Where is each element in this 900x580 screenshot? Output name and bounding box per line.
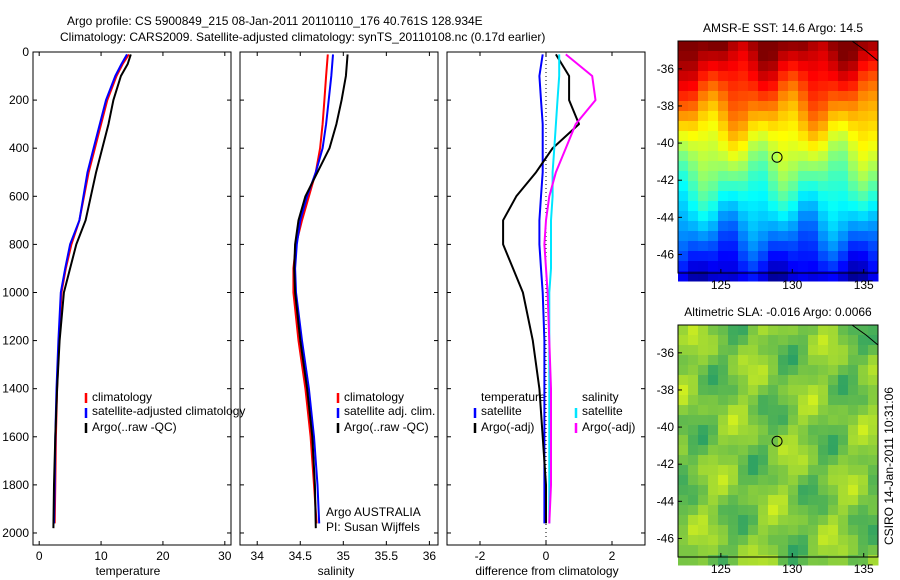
y-tick-label: -38 <box>657 383 675 397</box>
salinity-panel: salinity climatology satellite adj. clim… <box>239 51 439 578</box>
legend-label-argo: Argo(..raw -QC) <box>344 420 429 434</box>
legend-label-salinity-satellite: satellite <box>582 404 623 418</box>
x-tick-label: 34 <box>251 549 265 563</box>
series-line <box>538 54 546 524</box>
map-color-field <box>678 41 879 282</box>
series-line <box>543 53 597 524</box>
plot-frame <box>32 51 232 546</box>
float-location-marker <box>771 151 783 163</box>
series-line <box>292 54 329 524</box>
x-tick-label: 125 <box>711 562 731 576</box>
legend-label-temperature-argo: Argo(-adj) <box>481 420 534 434</box>
temperature-xlabel: temperature <box>96 564 161 578</box>
coastline <box>851 40 879 62</box>
y-tick-label: 1600 <box>2 430 29 444</box>
map-frame <box>677 40 879 274</box>
y-tick-label: 800 <box>9 237 29 251</box>
sst-map-title: AMSR-E SST: 14.6 Argo: 14.5 <box>703 21 863 35</box>
y-tick-label: 400 <box>9 141 29 155</box>
x-tick-label: 20 <box>156 549 170 563</box>
x-tick-label: 125 <box>711 278 731 292</box>
y-tick-label: -36 <box>657 62 675 76</box>
y-tick-label: 2000 <box>2 526 29 540</box>
y-tick-label: 1800 <box>2 478 29 492</box>
map-frame <box>677 324 879 558</box>
series-line <box>548 54 561 524</box>
legend-label-argo: Argo(..raw -QC) <box>92 420 177 434</box>
difference-panel: difference from climatology temperature … <box>446 51 646 578</box>
legend-label-satellite-adjusted: satellite-adjusted climatology <box>92 404 245 418</box>
legend-header-salinity: salinity <box>582 390 619 404</box>
y-tick-label: 1000 <box>2 285 29 299</box>
map-color-field <box>678 325 879 566</box>
y-tick-label: -46 <box>657 531 675 545</box>
x-tick-label: 10 <box>94 549 108 563</box>
y-tick-label: 600 <box>9 189 29 203</box>
legend-header-temperature: temperature <box>481 390 546 404</box>
sla-map-panel: Altimetric SLA: -0.016 Argo: 0.0066 125 1… <box>657 305 879 576</box>
header-line-2: Climatology: CARS2009. Satellite-adjuste… <box>60 30 545 44</box>
x-tick-label: 135 <box>854 278 874 292</box>
difference-xlabel: difference from climatology <box>475 564 618 578</box>
sst-map-panel: AMSR-E SST: 14.6 Argo: 14.5 125 130 135 -36… <box>657 21 879 292</box>
y-tick-label: -40 <box>657 420 675 434</box>
legend-label-temperature-satellite: satellite <box>481 404 522 418</box>
x-tick-label: 35 <box>337 549 351 563</box>
annotation-pi: PI: Susan Wijffels <box>326 520 420 534</box>
salinity-xlabel: salinity <box>318 564 355 578</box>
x-tick-label: 34.5 <box>289 549 313 563</box>
y-tick-label: -44 <box>657 494 675 508</box>
y-tick-label: -38 <box>657 99 675 113</box>
x-tick-label: 130 <box>782 562 802 576</box>
y-tick-label: -36 <box>657 346 675 360</box>
legend-label-satellite-adjusted: satellite adj. clim. <box>344 404 435 418</box>
annotation-argo-australia: Argo AUSTRALIA <box>326 505 421 519</box>
y-tick-label: 1200 <box>2 334 29 348</box>
y-tick-label: 1400 <box>2 382 29 396</box>
x-tick-label: 130 <box>782 278 802 292</box>
legend-label-climatology: climatology <box>92 390 152 404</box>
temperature-panel: temperature climatology satellite-adjust… <box>2 45 245 578</box>
series-line <box>294 54 334 524</box>
x-tick-label: 35.5 <box>375 549 399 563</box>
series-line <box>502 53 580 524</box>
float-location-marker <box>771 435 783 447</box>
coastline <box>851 324 879 346</box>
sla-map-title: Altimetric SLA: -0.016 Argo: 0.0066 <box>684 305 872 319</box>
y-tick-label: -44 <box>657 210 675 224</box>
y-tick-label: -42 <box>657 457 675 471</box>
legend-label-salinity-argo: Argo(-adj) <box>582 420 635 434</box>
x-tick-label: 2 <box>609 549 616 563</box>
x-tick-label: 30 <box>218 549 232 563</box>
timestamp-side-label: CSIRO 14-Jan-2011 10:31:06 <box>882 387 896 545</box>
series-line <box>52 54 132 529</box>
x-tick-label: -2 <box>475 549 486 563</box>
x-tick-label: 135 <box>854 562 874 576</box>
y-tick-label: 200 <box>9 93 29 107</box>
y-tick-label: -42 <box>657 173 675 187</box>
y-tick-label: -40 <box>657 136 675 150</box>
y-tick-label: -46 <box>657 247 675 261</box>
plot-frame <box>239 51 439 546</box>
header-line-1: Argo profile: CS 5900849_215 08-Jan-2011… <box>67 14 483 28</box>
legend-label-climatology: climatology <box>344 390 404 404</box>
series-line <box>293 54 349 529</box>
x-tick-label: 0 <box>36 549 43 563</box>
x-tick-label: 0 <box>543 549 550 563</box>
x-tick-label: 36 <box>423 549 437 563</box>
y-tick-label: 0 <box>22 45 29 59</box>
